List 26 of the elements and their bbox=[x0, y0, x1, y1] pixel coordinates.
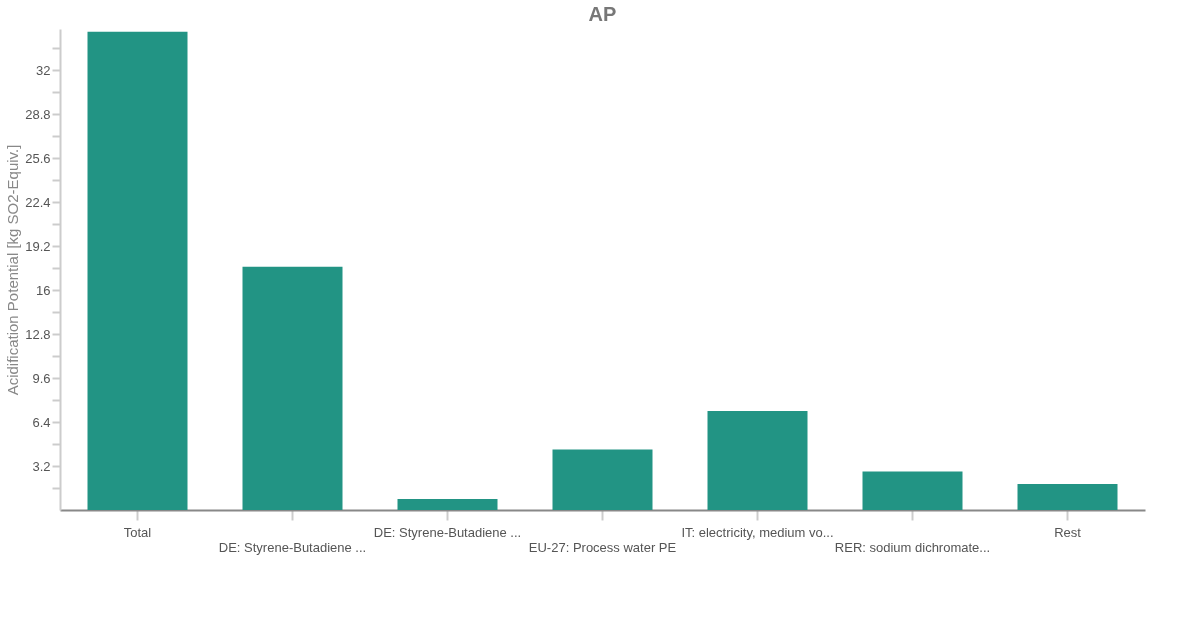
y-tick-label: 6.4 bbox=[32, 414, 51, 430]
x-tick-label: DE: Styrene-Butadiene ... bbox=[218, 539, 367, 555]
bar bbox=[242, 266, 343, 510]
y-tick-label: 28.8 bbox=[25, 106, 51, 122]
bar bbox=[1017, 483, 1118, 510]
y-tick-label: 16 bbox=[36, 282, 51, 298]
chart-title: AP bbox=[588, 3, 617, 25]
y-tick-label: 25.6 bbox=[25, 150, 51, 166]
x-tick-label: Rest bbox=[1054, 524, 1082, 540]
x-tick-label: Total bbox=[123, 524, 152, 540]
y-tick-label: 3.2 bbox=[32, 458, 51, 474]
y-axis-title: Acidification Potential [kg SO2-Equiv.] bbox=[4, 144, 22, 396]
x-tick-label: IT: electricity, medium vo... bbox=[681, 524, 834, 540]
y-tick-label: 22.4 bbox=[25, 194, 51, 210]
y-tick-label: 32 bbox=[36, 62, 51, 78]
y-tick-label: 12.8 bbox=[25, 326, 51, 342]
x-tick-label: EU-27: Process water PE bbox=[528, 539, 677, 555]
bar bbox=[552, 449, 653, 510]
y-tick-label: 9.6 bbox=[32, 370, 51, 386]
bar bbox=[707, 411, 808, 510]
x-tick-label: RER: sodium dichromate... bbox=[834, 539, 991, 555]
x-tick-label: DE: Styrene-Butadiene ... bbox=[373, 524, 522, 540]
bar bbox=[87, 31, 188, 510]
y-tick-label: 19.2 bbox=[25, 238, 51, 254]
bar bbox=[397, 499, 498, 510]
bar bbox=[862, 471, 963, 510]
